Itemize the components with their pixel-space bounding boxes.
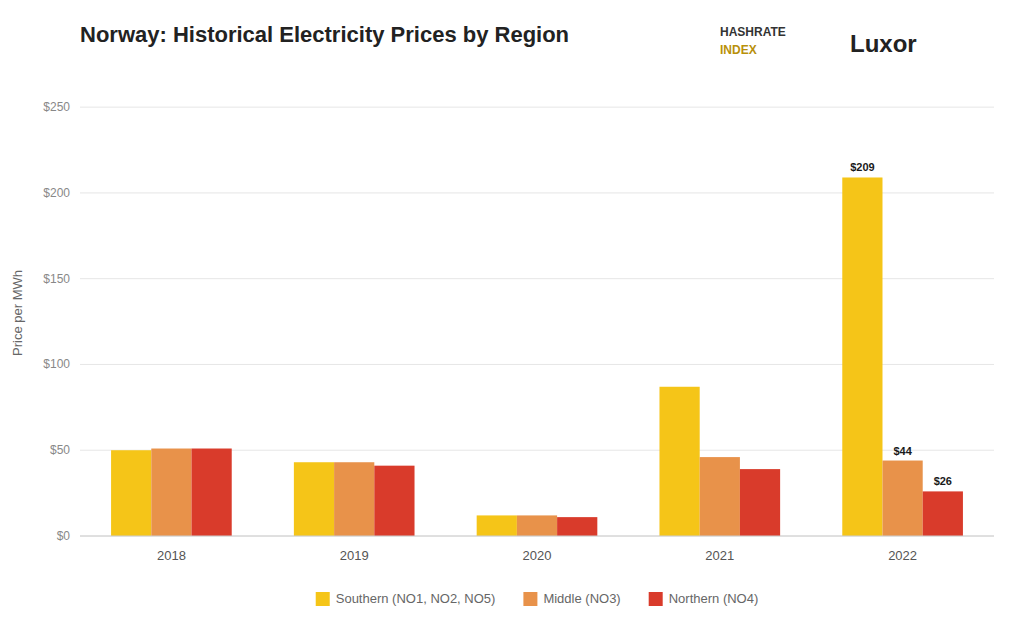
bar	[334, 462, 374, 536]
data-labels: $209 $44 $26	[850, 161, 952, 487]
data-label: $26	[934, 475, 952, 487]
y-tick-label: $0	[57, 529, 71, 543]
legend-label: Northern (NO4)	[669, 591, 759, 606]
bar	[842, 177, 882, 536]
annotation: Luxor	[850, 30, 917, 57]
legend-item: Middle (NO3)	[523, 591, 620, 606]
bar	[477, 515, 517, 536]
bar	[557, 517, 597, 536]
x-tick-label: 2020	[523, 548, 552, 563]
title: Norway: Historical Electricity Prices by…	[80, 22, 569, 47]
data-label: $44	[893, 445, 912, 457]
legend-label: Southern (NO1, NO2, NO5)	[336, 591, 496, 606]
bar	[374, 466, 414, 536]
annotation: INDEX	[720, 43, 757, 57]
bar	[923, 491, 963, 536]
x-tick-label: 2018	[157, 548, 186, 563]
x-tick-label: 2021	[705, 548, 734, 563]
y-tick-label: $250	[43, 100, 70, 114]
grid-line	[80, 107, 994, 108]
bar	[151, 449, 191, 536]
x-tick-label: 2022	[888, 548, 917, 563]
legend-item: Southern (NO1, NO2, NO5)	[316, 591, 496, 606]
bar	[111, 450, 151, 536]
bar	[517, 515, 557, 536]
legend-swatch	[523, 592, 537, 606]
grid-line	[80, 536, 994, 537]
legend-swatch	[649, 592, 663, 606]
bar	[294, 462, 334, 536]
bar	[740, 469, 780, 536]
chart: Norway: Historical Electricity Prices by…	[0, 0, 1024, 631]
bar	[192, 449, 232, 536]
y-tick-label: $50	[50, 443, 70, 457]
legend-item: Northern (NO4)	[649, 591, 759, 606]
x-tick-label: 2019	[340, 548, 369, 563]
annotation: HASHRATE	[720, 25, 786, 39]
y-tick-label: $150	[43, 272, 70, 286]
bar	[659, 387, 699, 536]
y-axis-label: Price per MWh	[10, 270, 25, 356]
grid	[80, 107, 994, 536]
bar	[882, 461, 922, 536]
y-tick-label: $200	[43, 186, 70, 200]
legend-label: Middle (NO3)	[543, 591, 620, 606]
x-axis-line	[80, 536, 994, 537]
bar	[700, 457, 740, 536]
bars	[111, 177, 963, 536]
legend: Southern (NO1, NO2, NO5) Middle (NO3) Nort…	[316, 591, 759, 606]
y-tick-label: $100	[43, 357, 70, 371]
data-label: $209	[850, 161, 874, 173]
legend-swatch	[316, 592, 330, 606]
